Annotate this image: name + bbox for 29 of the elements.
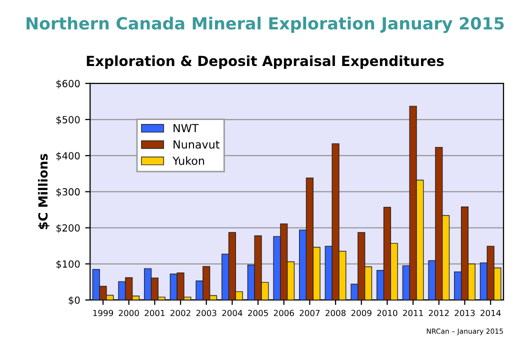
x-tick-label: 2002 — [170, 310, 190, 316]
y-tick-label: $500 — [56, 116, 80, 125]
x-tick-label: 2010 — [377, 310, 398, 316]
chart-title: Northern Canada Mineral Exploration January 2015 — [26, 16, 504, 33]
x-tick-label: 2012 — [428, 310, 449, 316]
x-tick-label: 2000 — [118, 310, 139, 316]
chart-subtitle: Exploration & Deposit Appraisal Expenditures — [86, 55, 444, 69]
x-tick-label: 2009 — [351, 310, 372, 316]
y-tick-label: $100 — [56, 260, 80, 270]
y-axis-title: $C Millions — [38, 154, 50, 230]
y-tick-label: $200 — [56, 224, 80, 233]
x-tick-label: 2001 — [144, 310, 165, 316]
x-tick-label: 2013 — [454, 310, 475, 316]
x-tick-label: 2006 — [274, 310, 294, 316]
legend-label: NWT — [174, 124, 199, 132]
y-tick-label: $300 — [56, 188, 80, 197]
y-tick-label: $0 — [68, 296, 80, 306]
x-tick-label: 2004 — [222, 310, 242, 316]
legend-label: Yukon — [172, 156, 204, 165]
x-tick-label: 2008 — [326, 310, 346, 316]
x-tick-label: 2011 — [403, 310, 423, 316]
y-tick-label: $400 — [56, 152, 80, 161]
legend-label: Nunavut — [174, 140, 220, 149]
x-tick-label: 2003 — [196, 310, 216, 316]
x-tick-label: 1999 — [93, 310, 114, 316]
x-tick-label: 2005 — [248, 310, 268, 316]
x-tick-label: 2007 — [300, 310, 320, 316]
y-tick-label: $600 — [56, 80, 80, 89]
x-tick-label: 2014 — [480, 310, 501, 316]
